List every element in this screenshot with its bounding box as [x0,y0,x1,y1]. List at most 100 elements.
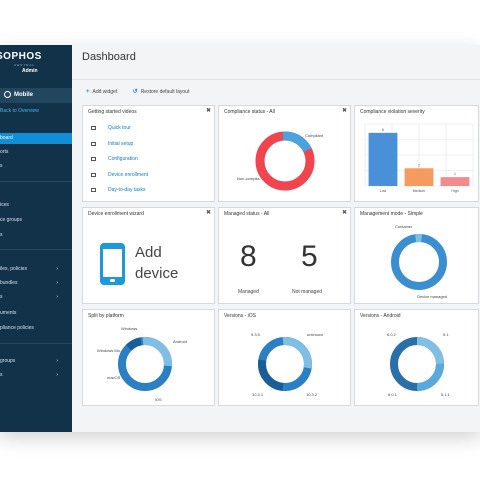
add-device-link[interactable]: Add device [135,242,178,284]
chart-label: macOS [107,375,121,380]
chart-label: 6.0.2 [387,332,396,337]
widget-getting-started: Getting started videos ✖ Quick tour Init… [82,105,215,202]
video-link-initial-setup[interactable]: Initial setup [91,141,133,147]
widget-title: Split by platform [88,313,124,319]
section-header-mobile: Mobile [0,88,72,103]
bar-high[interactable] [440,177,470,186]
sidebar-item-dashboard[interactable]: board [0,133,72,144]
video-link-quick-tour[interactable]: Quick tour [91,125,131,131]
video-link-configuration[interactable]: Configuration [91,156,138,162]
sidebar-item-users[interactable]: s [0,230,72,241]
close-icon[interactable]: ✖ [205,210,211,216]
chevron-right-icon: › [56,294,58,300]
restore-layout-button[interactable]: ↺ Restore default layout [133,88,190,95]
sidebar-item-reports[interactable]: orts [0,147,72,158]
sidebar-item-label: iles, policies [0,266,27,272]
sophos-logo: SOPHOS CENTRAL Admin [0,51,72,74]
bar-low[interactable] [368,132,398,186]
video-link-label: Configuration [108,156,138,162]
video-icon [91,172,96,177]
managed-count[interactable]: 8 [240,240,257,273]
managed-label: Managed [238,289,259,295]
sidebar-item-label: groups [0,358,16,364]
donut-segment-5-1-1 [390,337,444,391]
video-link-device-enrollment[interactable]: Device enrollment [91,172,148,178]
category-tick-label: Medium [413,189,426,193]
sidebar-item-label: board [0,135,13,141]
widget-title: Compliance status - All [224,109,275,115]
logo-subtitle: CENTRAL [14,63,36,67]
app-window: SOPHOS CENTRAL Admin Mobile Back to Over… [0,45,480,432]
management-mode-donut [391,234,447,290]
sidebar-item-settings[interactable]: s › [0,370,72,381]
sidebar-item-label: uments [0,310,17,316]
sidebar-item-label: s [0,163,3,169]
add-widget-label: Add widget [92,89,118,95]
widget-versions-ios: Versions - iOS 9.3.5 unknown 10.3.1 10.3… [218,309,351,406]
chart-label: Non-complia... [237,176,263,181]
main-content: Dashboard + Add widget ↺ Restore default l… [72,45,480,432]
close-icon[interactable]: ✖ [341,108,347,114]
section-title: Mobile [14,92,33,98]
sidebar-item-task-bundles[interactable]: bundles › [0,278,72,289]
add-device-line2: device [135,265,179,282]
close-icon[interactable]: ✖ [341,210,347,216]
chevron-right-icon: › [56,266,58,272]
plus-icon: + [86,89,90,95]
chart-label: 9.3.5 [251,332,260,337]
widget-title: Management mode - Simple [360,211,423,217]
bar-value-label: 2 [418,163,420,167]
widget-managed-status: Managed status - All ✖ 8 5 Managed Not m… [218,207,351,304]
not-managed-count[interactable]: 5 [301,240,318,273]
sidebar-item-label: ce groups [0,217,22,223]
chevron-right-icon: › [56,358,58,364]
sidebar-item-label: s [0,294,3,300]
donut-segment-windows [118,337,172,391]
donut-segment-container [391,234,447,290]
chart-label: Compliant [305,133,324,138]
sidebar-item-devices[interactable]: ices [0,200,72,211]
not-managed-label: Not managed [292,289,323,295]
widget-title: Versions - iOS [224,313,256,319]
logo-text: SOPHOS [0,51,42,62]
video-link-label: Device enrollment [108,172,149,178]
sidebar-divider [0,343,72,344]
restore-layout-label: Restore default layout [140,89,190,95]
sidebar-item-compliance-policies[interactable]: pliance policies [0,323,72,334]
video-icon [91,156,96,161]
sidebar-item-apps[interactable]: s › [0,292,72,303]
widget-violation-severity: Compliance violation severity 6 Low 2 Mediu… [354,105,479,202]
mobile-icon [4,90,11,98]
sidebar-item-documents[interactable]: uments [0,308,72,319]
chart-label: unknown [307,332,324,337]
sidebar-item-groups[interactable]: groups › [0,356,72,367]
bar-value-label: 1 [454,172,456,176]
mobile-phone-icon[interactable] [100,243,125,285]
video-icon [91,187,96,192]
chart-label: 10.3.2 [306,392,318,397]
sidebar-item-profiles-policies[interactable]: iles, policies › [0,264,72,275]
sidebar-item-logs[interactable]: s [0,161,72,172]
sidebar-item-label: bundles [0,280,18,286]
severity-bar-chart: 6 Low 2 Medium 1 High [364,123,474,193]
widget-split-platform: Split by platform Windows Android Window… [82,309,215,406]
chart-label: Windows [121,326,138,331]
donut-segment-device-managed [391,234,447,290]
sidebar-item-device-groups[interactable]: ce groups [0,215,72,226]
video-link-day-to-day[interactable]: Day-to-day tasks [91,187,146,193]
widget-title: Device enrollment wizard [88,211,144,217]
widget-compliance-status: Compliance status - All ✖ Compliant Non-… [218,105,351,202]
donut-segment-android [118,337,172,391]
sidebar-item-label: pliance policies [0,325,34,331]
widget-title: Versions - Android [360,313,401,319]
close-icon[interactable]: ✖ [205,108,211,114]
chevron-right-icon: › [56,280,58,286]
chevron-right-icon: › [56,372,58,378]
logo-admin: Admin [22,68,38,74]
sidebar-item-label: orts [0,149,9,155]
widget-management-mode: Management mode - Simple Container Devic… [354,207,479,304]
video-icon [91,141,96,146]
back-to-overview-link[interactable]: Back to Overview [0,108,39,114]
bar-medium[interactable] [404,168,434,186]
add-widget-button[interactable]: + Add widget [86,89,117,95]
